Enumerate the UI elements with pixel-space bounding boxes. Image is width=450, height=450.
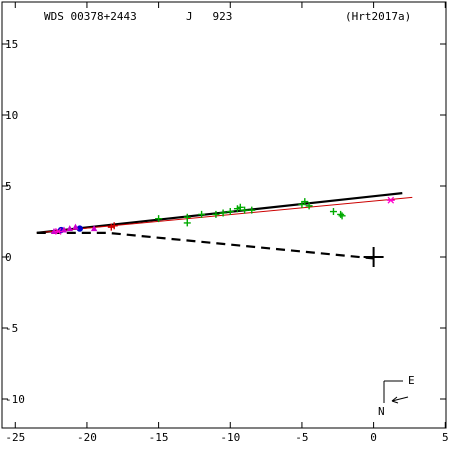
plus-marker bbox=[212, 210, 220, 218]
asterisk-marker bbox=[386, 196, 395, 204]
triangle-marker bbox=[60, 226, 68, 233]
plus-marker bbox=[226, 208, 234, 216]
plus-marker bbox=[183, 219, 191, 227]
x-tick-label: -15 bbox=[149, 431, 169, 444]
x-tick-label: 0 bbox=[370, 431, 377, 444]
plus-marker bbox=[110, 222, 118, 230]
observation-marks bbox=[50, 196, 395, 267]
compass-rose: E N bbox=[378, 374, 415, 418]
x-tick-label: -5 bbox=[295, 431, 308, 444]
plus-marker bbox=[338, 212, 346, 220]
x-tick-label: -25 bbox=[5, 431, 25, 444]
triangle-marker bbox=[72, 223, 79, 230]
y-tick-label: 15 bbox=[5, 38, 18, 51]
x-tick-label: -10 bbox=[220, 431, 240, 444]
plus-marker bbox=[301, 198, 309, 206]
axis-ticks: -25 -20 -15 -10 -5 0 5 -10 -5 0 5 10 15 bbox=[2, 2, 449, 444]
plus-marker bbox=[305, 202, 313, 210]
triangle-marker bbox=[50, 227, 58, 234]
y-tick-label: 5 bbox=[5, 180, 12, 193]
plus-marker bbox=[329, 208, 337, 216]
orbit-line bbox=[36, 192, 403, 234]
primary-star-marker bbox=[363, 247, 384, 267]
motion-arrow-shaft bbox=[391, 396, 409, 402]
asterisk-marker bbox=[54, 227, 63, 235]
x-tick-label: 5 bbox=[442, 431, 449, 444]
plus-marker bbox=[241, 206, 249, 214]
star-id-label: WDS 00378+2443 bbox=[44, 10, 137, 23]
discoverer-label: J 923 bbox=[186, 10, 232, 23]
compass-east-label: E bbox=[408, 374, 415, 387]
plus-marker bbox=[337, 210, 345, 218]
reference-label: (Hrt2017a) bbox=[345, 10, 411, 23]
y-tick-label: -5 bbox=[5, 322, 18, 335]
y-tick-label: 10 bbox=[5, 109, 18, 122]
plus-marker bbox=[219, 209, 227, 217]
dot-marker bbox=[76, 225, 83, 232]
plus-marker bbox=[155, 215, 163, 223]
compass-north-label: N bbox=[378, 405, 385, 418]
motion-arrow-icon bbox=[391, 396, 399, 404]
triangle-marker bbox=[66, 225, 73, 232]
orbit-line bbox=[36, 196, 413, 234]
y-tick-label: -10 bbox=[5, 393, 25, 406]
plus-marker bbox=[198, 210, 206, 218]
triangle-marker bbox=[90, 225, 98, 232]
plus-marker bbox=[248, 206, 256, 214]
plot-frame bbox=[1, 1, 447, 429]
plus-marker bbox=[236, 203, 244, 211]
x-tick-label: -20 bbox=[77, 431, 97, 444]
y-tick-label: 0 bbox=[5, 251, 12, 264]
